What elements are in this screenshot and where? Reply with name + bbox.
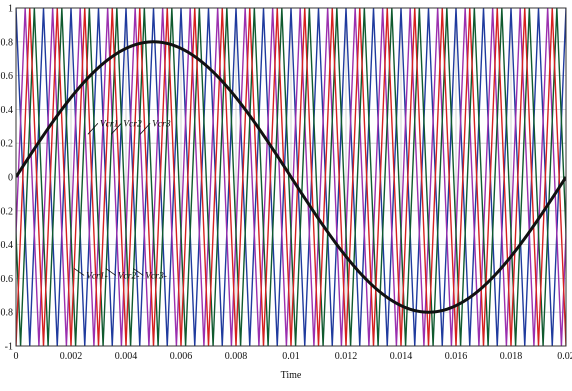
- x-tick-label: 0.006: [170, 351, 193, 362]
- x-tick-label: 0.01: [282, 351, 300, 362]
- x-tick-label: 0.002: [60, 351, 83, 362]
- annotation-label: Vcr1-: [86, 271, 108, 281]
- y-tick-label: -0.2: [0, 206, 13, 217]
- x-tick-label: 0.008: [225, 351, 248, 362]
- tick-labels: 0 0.002 0.004 0.006 0.008 0.01 0.012 0.014 0.016…: [0, 4, 572, 363]
- y-tick-label: 0: [8, 173, 13, 184]
- series-layer: [16, 8, 566, 346]
- x-axis-label: Time: [281, 370, 302, 381]
- annotation-label: Vcr2-: [118, 271, 140, 281]
- annotation-arrow: [133, 268, 144, 276]
- x-tick-label: 0.018: [500, 351, 523, 362]
- y-tick-label: -0.8: [0, 308, 13, 319]
- y-tick-label: -0.6: [0, 274, 13, 285]
- annotation-arrow: [105, 268, 116, 276]
- x-tick-label: 0: [14, 351, 19, 362]
- x-tick-label: 0.016: [445, 351, 468, 362]
- annotation-label: Vcr1: [100, 119, 118, 129]
- plot-frame: [15, 7, 567, 347]
- annotation-arrow: [139, 123, 151, 135]
- x-tick-label: 0.012: [335, 351, 358, 362]
- y-tick-label: 1: [8, 4, 13, 15]
- annotation-arrow: [87, 123, 99, 135]
- y-tick-label: -0.4: [0, 240, 13, 251]
- y-tick-label: -1: [5, 342, 13, 353]
- y-tick-label: 0.8: [1, 37, 14, 48]
- y-tick-label: 0.6: [1, 71, 14, 82]
- y-tick-label: 0.2: [1, 139, 14, 150]
- annotation-label: Vcr3-: [145, 271, 167, 281]
- annotation-label: Vcr2: [123, 119, 142, 129]
- annotations: Vcr1 Vcr2 Vcr3 Vcr1- Vcr2- Vcr3-: [73, 119, 171, 281]
- x-tick-label: 0.004: [115, 351, 138, 362]
- x-tick-label: 0.02: [557, 351, 572, 362]
- y-tick-label: 0.4: [1, 105, 14, 116]
- annotation-arrow: [73, 268, 85, 276]
- annotation-arrow: [110, 123, 122, 135]
- annotation-label: Vcr3: [152, 119, 171, 129]
- x-tick-label: 0.014: [390, 351, 413, 362]
- reference-sine-line: [16, 40, 566, 314]
